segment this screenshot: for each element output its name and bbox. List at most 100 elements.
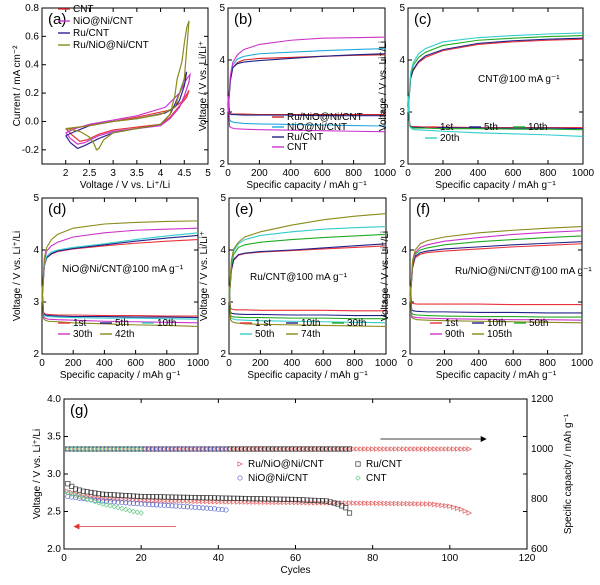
voltage-point xyxy=(462,508,469,514)
discharge-curve xyxy=(409,286,582,314)
capacity-point xyxy=(103,446,110,452)
voltage-point xyxy=(161,502,167,508)
voltage-point xyxy=(161,494,167,500)
panel-label: (f) xyxy=(416,201,430,218)
voltage-point xyxy=(177,498,183,504)
capacity-point xyxy=(142,446,148,452)
voltage-point xyxy=(65,493,71,500)
legend-marker xyxy=(237,475,243,481)
x-tick-label: 0 xyxy=(225,168,231,179)
voltage-point xyxy=(123,493,129,499)
voltage-point xyxy=(370,500,376,507)
discharge-curve xyxy=(228,286,386,312)
voltage-point xyxy=(238,495,245,502)
voltage-point xyxy=(115,504,121,511)
capacity-point xyxy=(250,446,256,452)
voltage-point xyxy=(339,500,345,506)
legend-entry: Ru/CNT xyxy=(287,132,323,143)
y-axis-label: Voltage / V vs. Li⁺/Li xyxy=(378,41,389,131)
capacity-point xyxy=(393,446,399,452)
capacity-point xyxy=(385,446,392,452)
capacity-point xyxy=(254,446,260,452)
legend-entry: Ru/CNT xyxy=(366,459,402,470)
capacity-point xyxy=(208,446,214,452)
plot-frame-f xyxy=(409,197,583,355)
voltage-point xyxy=(130,508,137,515)
panel-label: (c) xyxy=(414,11,432,28)
voltage-point xyxy=(319,498,326,504)
capacity-point xyxy=(126,446,133,452)
panel-f: 0 200 400 600 800 1000 2 3 4 5 Specific capacity /… xyxy=(380,193,594,381)
capacity-point xyxy=(223,446,229,452)
arrow-head-icon xyxy=(480,436,487,442)
voltage-point xyxy=(69,491,75,497)
legend-entry: 20th xyxy=(440,133,459,144)
panel-d: 0 200 400 600 800 1000 2 3 4 5 Specific capacity /… xyxy=(12,193,210,381)
x-tick-label: 20 xyxy=(136,553,148,564)
voltage-point xyxy=(296,497,302,503)
capacity-point xyxy=(157,446,164,452)
voltage-point xyxy=(103,496,110,502)
charge-curve xyxy=(41,232,199,303)
voltage-point xyxy=(269,496,275,502)
voltage-point xyxy=(150,502,156,508)
y-tick-label: 0.2 xyxy=(25,88,39,99)
x-axis-label: Specific capacity / mAh g⁻¹ xyxy=(436,370,557,381)
discharge-curve xyxy=(227,96,386,133)
x-axis-label: Specific capacity / mAh g⁻¹ xyxy=(60,370,181,381)
legend-entry: CNT xyxy=(73,4,94,15)
capacity-point xyxy=(219,446,225,452)
voltage-point xyxy=(138,510,144,516)
discharge-curve xyxy=(409,286,583,324)
capacity-point xyxy=(262,446,268,452)
voltage-point xyxy=(219,507,225,513)
voltage-point xyxy=(169,498,176,504)
capacity-point xyxy=(339,446,345,452)
voltage-point xyxy=(154,497,160,504)
x-tick-label: 200 xyxy=(435,168,452,179)
voltage-point xyxy=(427,501,434,507)
voltage-point xyxy=(119,499,125,506)
capacity-point xyxy=(235,446,241,452)
y-tick-label: 2 xyxy=(33,349,39,360)
voltage-point xyxy=(173,503,179,509)
voltage-point xyxy=(196,498,203,505)
x-tick-label: 600 xyxy=(314,168,331,179)
voltage-point xyxy=(99,501,106,507)
voltage-point xyxy=(331,500,337,506)
discharge-curve xyxy=(41,286,199,324)
capacity-point xyxy=(304,446,310,452)
legend-entry: 105th xyxy=(487,329,512,340)
voltage-point xyxy=(69,494,75,500)
capacity-point xyxy=(389,446,395,452)
capacity-point xyxy=(84,446,90,452)
voltage-point xyxy=(208,498,214,505)
capacity-point xyxy=(397,446,403,452)
capacity-point xyxy=(246,446,252,452)
capacity-point xyxy=(204,446,210,452)
x-tick-label: 1000 xyxy=(375,358,398,369)
y-tick-label: 5 xyxy=(401,193,407,204)
voltage-point xyxy=(123,506,129,513)
voltage-point xyxy=(76,493,83,500)
voltage-point xyxy=(126,507,133,514)
x-tick-label: 5 xyxy=(205,168,211,179)
y-tick-label: 4 xyxy=(219,55,225,66)
voltage-point xyxy=(211,498,218,505)
legend-entry: Ru/NiO@Ni/CNT xyxy=(287,112,363,123)
legend-entry: 5th xyxy=(115,318,129,329)
charge-curve xyxy=(227,48,386,113)
voltage-point xyxy=(420,501,426,507)
y-tick-label: 4.0 xyxy=(47,394,61,405)
legend-entry: 10th xyxy=(157,318,176,329)
y-tick-label: 3 xyxy=(219,107,225,118)
capacity-point xyxy=(377,446,384,452)
voltage-point xyxy=(362,500,368,506)
x-tick-label: 60 xyxy=(290,553,302,564)
legend-entry: 1 st xyxy=(255,318,271,329)
discharge-curve xyxy=(409,286,582,306)
capacity-point xyxy=(412,446,419,452)
capacity-point xyxy=(92,446,98,452)
capacity-point xyxy=(123,446,129,452)
capacity-point xyxy=(427,446,434,452)
